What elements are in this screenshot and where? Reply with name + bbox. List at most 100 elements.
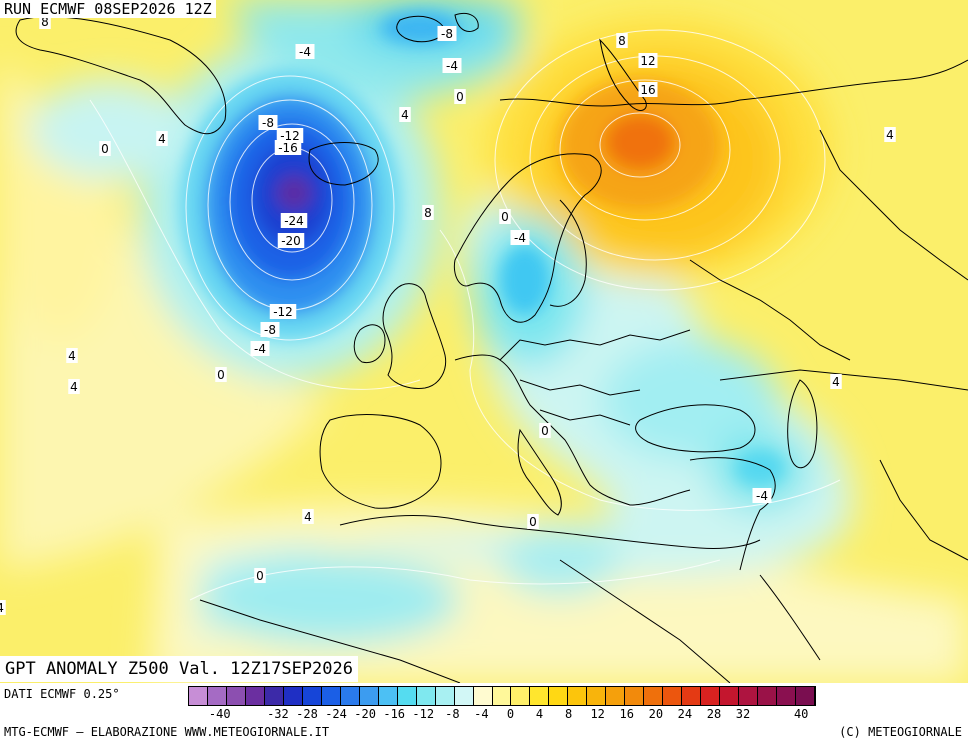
contour-label: -16 — [278, 141, 298, 155]
scale-tick-label: 12 — [590, 707, 605, 721]
scale-swatch — [682, 687, 702, 705]
contour-label-bg — [260, 322, 280, 337]
contour-label-bg — [68, 379, 80, 394]
scale-swatch — [359, 687, 379, 705]
contour-label: 0 — [541, 424, 549, 438]
scale-swatch — [454, 687, 474, 705]
scale-swatch — [530, 687, 550, 705]
scale-swatch — [568, 687, 588, 705]
scale-swatch — [321, 687, 341, 705]
contour-label-bg — [616, 33, 628, 48]
contour-label-bg — [254, 568, 266, 583]
contour-label-bg — [215, 367, 227, 382]
contour-label-bg — [638, 82, 658, 97]
contour-label: -8 — [441, 27, 453, 41]
contour-label: 0 — [101, 142, 109, 156]
contour-label-bg — [258, 115, 278, 130]
contour-label-bg — [0, 600, 6, 615]
contour-label: -4 — [756, 489, 768, 503]
scale-swatch — [796, 687, 815, 705]
scale-tick-label: 20 — [648, 707, 664, 721]
contour-label-bg — [39, 14, 51, 29]
scale-swatch — [739, 687, 759, 705]
scale-swatch — [416, 687, 436, 705]
contour-label: -8 — [262, 116, 274, 130]
contour-label-bg — [295, 44, 315, 59]
color-scale-ticks: -40 -32 -28 -24 -20 -16 -12 -8 -4 0 4 8 12 16 20 24 28 32… — [188, 707, 966, 723]
contour-label: -12 — [280, 129, 300, 143]
color-scale — [188, 686, 816, 706]
scale-swatch — [397, 687, 417, 705]
scale-swatch — [264, 687, 284, 705]
scale-swatch — [189, 687, 208, 705]
scale-swatch — [625, 687, 645, 705]
contour-label-bg — [752, 488, 772, 503]
contour-label: 0 — [456, 90, 464, 104]
scale-tick-label: -32 — [267, 707, 289, 721]
scale-tick-label: -20 — [354, 707, 376, 721]
scale-swatch — [777, 687, 796, 705]
contour-label: 4 — [70, 380, 78, 394]
contour-label-bg — [274, 140, 302, 155]
contour-label: 8 — [424, 206, 432, 220]
anomaly-cores — [180, 12, 785, 486]
scale-swatch — [283, 687, 303, 705]
contour-label: 4 — [886, 128, 894, 142]
scale-swatch — [587, 687, 607, 705]
contour-label-bg — [437, 26, 457, 41]
scale-swatch — [758, 687, 778, 705]
contour-label: 8 — [618, 34, 626, 48]
contour-label-bg — [539, 423, 551, 438]
scale-tick-label: 16 — [619, 707, 634, 721]
scale-swatch — [473, 687, 493, 705]
contour-label-bg — [527, 514, 539, 529]
contour-label-bg — [399, 107, 411, 122]
credit-left: MTG-ECMWF – ELABORAZIONE WWW.METEOGIORNA… — [4, 725, 330, 739]
scale-swatch — [435, 687, 455, 705]
scale-swatch — [207, 687, 227, 705]
contour-label-bg — [638, 53, 658, 68]
contour-label-bg — [277, 233, 305, 248]
contour-label-bg — [276, 128, 304, 143]
contour-label-bg — [510, 230, 530, 245]
scale-tick-label: 40 — [793, 707, 809, 721]
scale-swatch — [511, 687, 531, 705]
scale-tick-label: 28 — [706, 707, 722, 721]
contour-label: 4 — [401, 108, 409, 122]
contour-label: -24 — [284, 214, 304, 228]
contour-label-bg — [830, 374, 842, 389]
scale-tick-label: -4 — [474, 707, 489, 721]
contour-label-bg — [442, 58, 462, 73]
scale-swatch — [226, 687, 246, 705]
scale-tick-label: 24 — [677, 707, 693, 721]
scale-swatch — [606, 687, 626, 705]
contour-label: 4 — [304, 510, 312, 524]
contour-label: -8 — [264, 323, 276, 337]
contour-label-bg — [66, 348, 78, 363]
contour-label: 0 — [256, 569, 264, 583]
contour-label-bg — [499, 209, 511, 224]
contour-label: 0 — [529, 515, 537, 529]
data-source-label: DATI ECMWF 0.25° — [4, 687, 120, 701]
scale-swatch — [549, 687, 569, 705]
scale-swatch — [302, 687, 322, 705]
scale-tick-label: -24 — [325, 707, 347, 721]
contour-label-bg — [99, 141, 111, 156]
scale-swatch — [663, 687, 683, 705]
contour-label-bg — [884, 127, 896, 142]
contour-label-bg — [454, 89, 466, 104]
coastlines — [15, 13, 968, 683]
contour-label-bg — [302, 509, 314, 524]
scale-swatch — [701, 687, 721, 705]
contour-label: -4 — [446, 59, 458, 73]
scale-tick-label: -8 — [445, 707, 460, 721]
contour-label: 4 — [832, 375, 840, 389]
scale-swatch — [245, 687, 265, 705]
scale-tick-label: 4 — [535, 707, 544, 721]
contour-label: 4 — [158, 132, 166, 146]
scale-tick-label: -16 — [383, 707, 406, 721]
contour-label: 0 — [217, 368, 225, 382]
footer: DATI ECMWF 0.25° -40 -32 -28 -24 -20 -16 -12 -8… — [0, 683, 968, 745]
scale-swatch — [492, 687, 512, 705]
